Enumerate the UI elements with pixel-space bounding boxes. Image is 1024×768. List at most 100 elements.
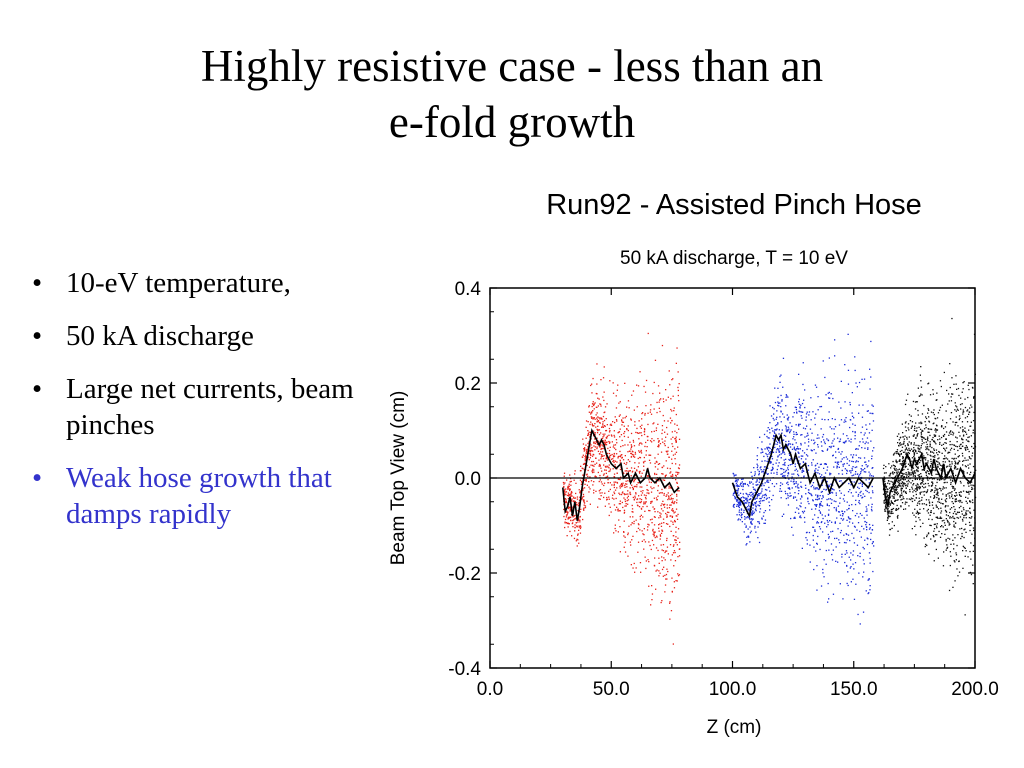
scatter-point — [852, 461, 855, 463]
scatter-point — [670, 559, 672, 561]
scatter-point — [588, 406, 590, 408]
scatter-point — [659, 443, 662, 445]
scatter-point — [668, 507, 671, 509]
scatter-point — [841, 451, 843, 453]
scatter-point — [799, 423, 801, 425]
scatter-point — [913, 444, 915, 446]
scatter-point — [633, 479, 635, 481]
scatter-point — [923, 494, 925, 496]
scatter-point — [745, 506, 747, 509]
scatter-point — [915, 444, 917, 446]
scatter-point — [579, 479, 582, 481]
scatter-point — [662, 479, 664, 481]
scatter-point — [891, 527, 893, 529]
scatter-point — [670, 530, 672, 532]
scatter-point — [732, 492, 735, 495]
scatter-point — [919, 500, 921, 502]
scatter-point — [868, 578, 870, 581]
scatter-point — [964, 547, 966, 549]
scatter-point — [838, 461, 840, 463]
scatter-point — [941, 525, 943, 527]
scatter-point — [767, 458, 769, 460]
scatter-point — [885, 485, 888, 487]
scatter-point — [776, 410, 778, 412]
scatter-point — [796, 433, 798, 435]
scatter-point — [907, 458, 910, 460]
scatter-point — [859, 512, 861, 515]
scatter-point — [655, 479, 657, 481]
scatter-point — [938, 501, 941, 503]
scatter-point — [633, 485, 636, 488]
scatter-point — [573, 500, 575, 502]
scatter-point — [965, 466, 967, 468]
scatter-point — [649, 440, 652, 442]
scatter-point — [756, 497, 758, 499]
scatter-point — [624, 536, 626, 538]
scatter-point — [621, 484, 624, 486]
scatter-point — [678, 490, 680, 492]
scatter-point — [771, 455, 773, 458]
scatter-point — [934, 441, 936, 444]
scatter-point — [562, 481, 565, 484]
scatter-point — [934, 489, 936, 492]
scatter-point — [789, 459, 791, 461]
scatter-point — [962, 567, 964, 569]
scatter-point — [606, 424, 608, 426]
scatter-point — [918, 497, 920, 499]
scatter-point — [772, 467, 774, 469]
scatter-point — [961, 391, 963, 393]
scatter-point — [887, 511, 889, 513]
scatter-point — [735, 499, 738, 501]
scatter-point — [677, 386, 679, 389]
scatter-point — [640, 475, 642, 477]
scatter-point — [642, 461, 645, 463]
scatter-point — [817, 409, 819, 411]
scatter-point — [675, 541, 677, 544]
scatter-point — [833, 445, 835, 447]
scatter-point — [836, 537, 838, 539]
scatter-point — [585, 479, 587, 481]
scatter-point — [599, 445, 602, 447]
scatter-point — [785, 440, 787, 443]
scatter-point — [592, 425, 594, 427]
scatter-point — [862, 469, 864, 471]
scatter-point — [629, 450, 631, 452]
scatter-point — [745, 502, 747, 504]
scatter-point — [650, 501, 652, 503]
scatter-point — [643, 539, 645, 541]
scatter-point — [643, 431, 646, 433]
scatter-point — [584, 463, 586, 465]
scatter-point — [965, 514, 967, 516]
scatter-point — [962, 520, 964, 522]
scatter-point — [769, 479, 771, 481]
scatter-point — [822, 450, 824, 452]
scatter-point — [658, 446, 660, 448]
scatter-point — [645, 501, 647, 503]
scatter-point — [895, 488, 897, 491]
scatter-point — [935, 504, 937, 506]
scatter-point — [967, 440, 969, 442]
scatter-point — [747, 495, 749, 498]
scatter-point — [838, 511, 841, 513]
scatter-point — [849, 470, 851, 472]
scatter-point — [872, 467, 874, 469]
scatter-point — [953, 489, 956, 491]
scatter-point — [918, 488, 921, 490]
scatter-point — [856, 529, 858, 531]
scatter-point — [888, 475, 890, 477]
scatter-point — [802, 362, 804, 364]
scatter-point — [923, 437, 925, 439]
scatter-point — [928, 485, 930, 487]
scatter-point — [837, 528, 839, 530]
scatter-point — [953, 525, 955, 528]
scatter-point — [945, 447, 948, 449]
scatter-point — [578, 489, 580, 491]
scatter-point — [750, 521, 752, 523]
scatter-point — [832, 549, 834, 551]
scatter-point — [893, 467, 895, 469]
scatter-point — [602, 423, 604, 425]
scatter-point — [834, 522, 836, 524]
scatter-point — [578, 542, 580, 544]
scatter-point — [595, 476, 597, 478]
scatter-point — [819, 528, 822, 530]
